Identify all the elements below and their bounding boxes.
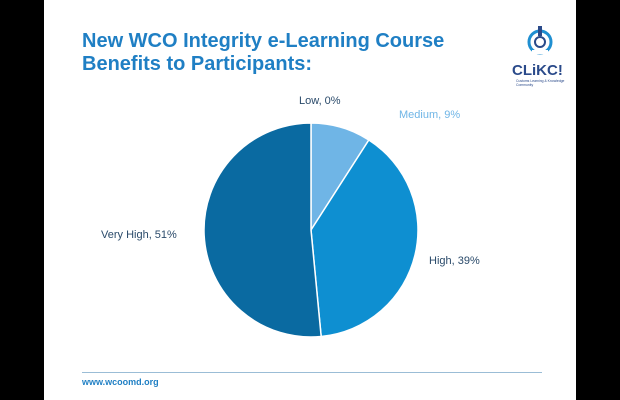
- pie-label-low: Low, 0%: [296, 94, 344, 108]
- title-line-1: New WCO Integrity e-Learning Course: [82, 30, 445, 52]
- page-title: New WCO Integrity e-Learning Course Bene…: [82, 30, 482, 76]
- footer-divider: [82, 372, 542, 373]
- pie-label-very-high: Very High, 51%: [98, 228, 181, 242]
- title-line-2: Benefits to Participants:: [82, 53, 313, 75]
- footer-url: www.wcoomd.org: [82, 377, 159, 387]
- pie-slice-very-high: [203, 122, 322, 338]
- pie-slice-high: [310, 138, 419, 338]
- svg-text:High, 39%: High, 39%: [429, 255, 480, 267]
- slide: New WCO Integrity e-Learning Course Bene…: [44, 0, 576, 400]
- pie-label-medium: Medium, 9%: [396, 108, 464, 122]
- clikc-logo: CLiKC! Customs Learning & Knowledge Comm…: [512, 22, 568, 92]
- logo-wordmark: CLiKC!: [512, 62, 563, 79]
- svg-text:Medium, 9%: Medium, 9%: [399, 109, 460, 121]
- pie-label-high: High, 39%: [426, 254, 483, 268]
- pie-chart: Low, 0% Medium, 9% High, 39% Very High, 51%: [98, 94, 483, 338]
- wco-emblem-icon: [527, 26, 553, 55]
- svg-text:Low, 0%: Low, 0%: [299, 95, 341, 107]
- svg-text:Very High, 51%: Very High, 51%: [101, 229, 177, 241]
- logo-subtext: Customs Learning & Knowledge Community: [516, 79, 565, 87]
